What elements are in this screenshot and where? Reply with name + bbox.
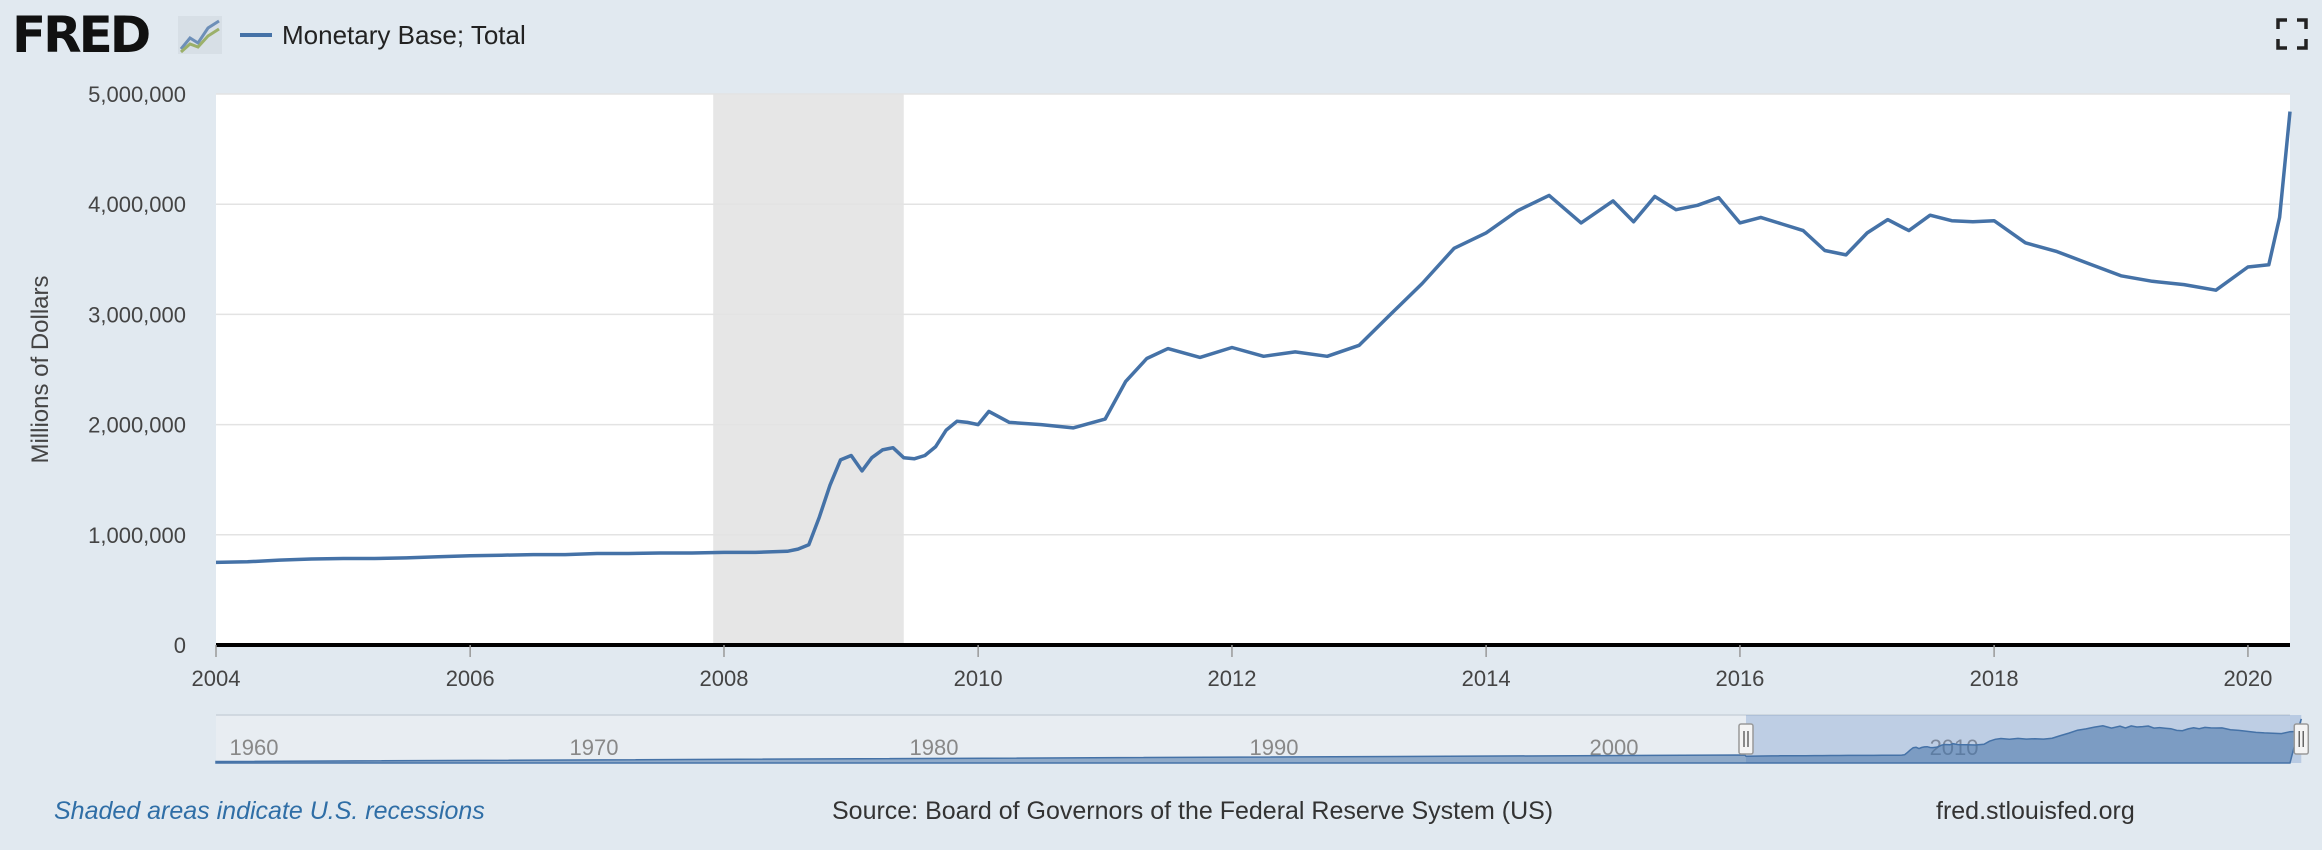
y-tick-label: 5,000,000 bbox=[88, 82, 186, 107]
fred-graph-logo-icon bbox=[178, 16, 222, 54]
plot-area bbox=[216, 94, 2290, 645]
y-axis-ticks: 0 1,000,000 2,000,000 3,000,000 4,000,000 5,0… bbox=[88, 82, 186, 658]
fullscreen-icon[interactable] bbox=[2276, 18, 2308, 50]
y-tick-label: 3,000,000 bbox=[88, 302, 186, 327]
gridlines bbox=[216, 93, 2290, 536]
series-line[interactable] bbox=[215, 111, 2292, 565]
navigator-series-area bbox=[215, 718, 2303, 764]
y-tick-label: 1,000,000 bbox=[88, 523, 186, 548]
x-tick-label: 2020 bbox=[2223, 666, 2272, 691]
chart-header: FRED Monetary Base; Total bbox=[0, 0, 2322, 72]
y-tick-label: 4,000,000 bbox=[88, 192, 186, 217]
legend-label: Monetary Base; Total bbox=[282, 20, 526, 50]
fred-logo[interactable]: FRED bbox=[12, 6, 151, 64]
x-tick-label: 2006 bbox=[446, 666, 495, 691]
y-axis-title: Millions of Dollars bbox=[27, 275, 54, 463]
navigator-label: 1970 bbox=[570, 735, 619, 760]
navigator-label: 1980 bbox=[910, 735, 959, 760]
chart: 0 1,000,000 2,000,000 3,000,000 4,000,000 5,0… bbox=[27, 82, 2310, 764]
y-tick-label: 0 bbox=[174, 633, 186, 658]
legend-swatch bbox=[240, 33, 272, 37]
x-tick-label: 2014 bbox=[1462, 666, 1511, 691]
x-tick-label: 2010 bbox=[954, 666, 1003, 691]
x-tick-label: 2004 bbox=[192, 666, 241, 691]
x-tick-label: 2012 bbox=[1207, 666, 1256, 691]
x-axis-ticks: 2004 2006 2008 2010 2012 2014 2016 2018 2020 bbox=[192, 645, 2272, 691]
x-tick-label: 2008 bbox=[700, 666, 749, 691]
recession-bands bbox=[713, 94, 904, 645]
source-text: Source: Board of Governors of the Federa… bbox=[832, 797, 1554, 825]
range-navigator[interactable]: 196019701980199020002010 bbox=[215, 714, 2310, 764]
navigator-label: 1990 bbox=[1250, 735, 1299, 760]
recession-note: Shaded areas indicate U.S. recessions bbox=[54, 797, 485, 825]
x-tick-label: 2018 bbox=[1970, 666, 2019, 691]
fred-url-link[interactable]: fred.stlouisfed.org bbox=[1936, 797, 2135, 825]
y-tick-label: 2,000,000 bbox=[88, 413, 186, 438]
navigator-left-handle[interactable] bbox=[1738, 723, 1754, 755]
x-tick-label: 2016 bbox=[1715, 666, 1764, 691]
navigator-label: 1960 bbox=[230, 735, 279, 760]
navigator-right-handle[interactable] bbox=[2293, 723, 2310, 755]
recession-band bbox=[713, 94, 904, 645]
